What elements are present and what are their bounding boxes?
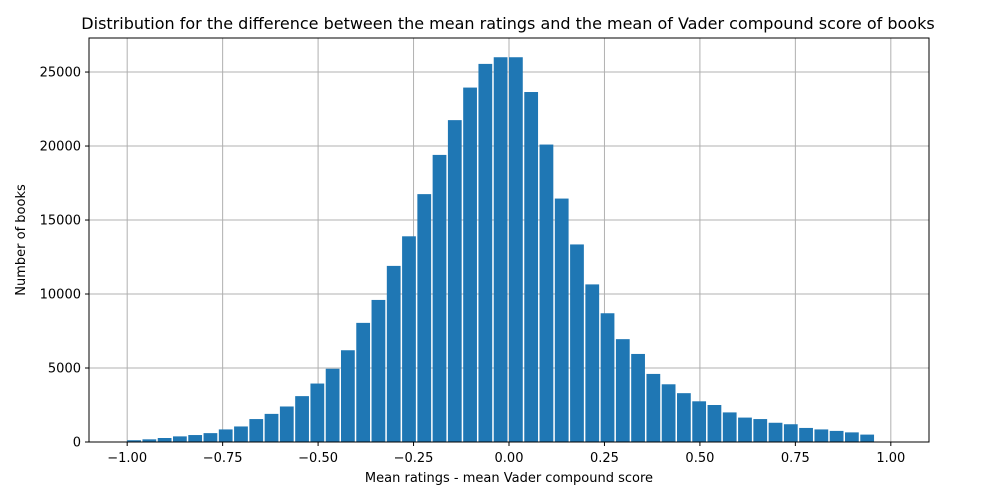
histogram-bar bbox=[203, 433, 218, 442]
chart-title: Distribution for the difference between … bbox=[81, 14, 934, 33]
histogram-bar bbox=[127, 440, 141, 442]
bars bbox=[127, 57, 875, 443]
y-tick-label: 25000 bbox=[40, 66, 81, 81]
histogram-bar bbox=[661, 384, 676, 442]
histogram-bar bbox=[692, 401, 707, 442]
y-tick-label: 15000 bbox=[40, 214, 81, 229]
y-tick-label: 0 bbox=[73, 436, 81, 451]
histogram-bar bbox=[341, 350, 355, 442]
histogram-bar bbox=[738, 417, 752, 442]
histogram-bar bbox=[768, 422, 783, 442]
histogram-bar bbox=[509, 57, 523, 442]
x-tick-label: 1.00 bbox=[876, 451, 905, 466]
histogram-bar bbox=[753, 419, 768, 442]
histogram-bar bbox=[646, 373, 661, 442]
histogram-bar bbox=[631, 353, 645, 442]
histogram-bar bbox=[585, 284, 600, 442]
histogram-bar bbox=[142, 439, 157, 442]
histogram-bar bbox=[493, 57, 508, 442]
histogram-bar bbox=[707, 405, 722, 442]
histogram-bar bbox=[722, 412, 737, 442]
histogram-bar bbox=[173, 436, 187, 442]
histogram-bar bbox=[295, 396, 309, 442]
histogram-bar bbox=[799, 427, 813, 442]
histogram-bar bbox=[814, 429, 829, 442]
x-tick-label: −1.00 bbox=[107, 451, 147, 466]
x-tick-label: 0.75 bbox=[781, 451, 810, 466]
x-tick-label: −0.25 bbox=[394, 451, 434, 466]
histogram-bar bbox=[447, 120, 462, 442]
histogram-bar bbox=[829, 430, 844, 442]
histogram-bar bbox=[600, 313, 615, 442]
histogram-bar bbox=[371, 299, 386, 442]
histogram-bar bbox=[234, 426, 248, 442]
x-axis-label: Mean ratings - mean Vader compound score bbox=[365, 471, 653, 486]
histogram-bar bbox=[188, 435, 203, 442]
histogram-bar bbox=[615, 339, 630, 442]
x-axis-ticks: −1.00 −0.75 −0.50 −0.25 0.00 0.25 0.50 0.75 1.00 bbox=[107, 442, 905, 466]
histogram-bar bbox=[310, 383, 325, 442]
histogram-bar bbox=[279, 406, 294, 442]
histogram-bar bbox=[249, 419, 264, 442]
histogram-bar bbox=[218, 429, 233, 442]
x-tick-label: −0.75 bbox=[203, 451, 243, 466]
y-tick-label: 10000 bbox=[40, 288, 81, 303]
histogram-bar bbox=[264, 413, 279, 442]
histogram-bar bbox=[845, 432, 859, 442]
histogram-bar bbox=[463, 87, 477, 443]
y-tick-label: 20000 bbox=[40, 140, 81, 155]
histogram-bar bbox=[417, 194, 432, 442]
histogram-bar bbox=[524, 92, 539, 442]
y-axis-ticks: 0 5000 10000 15000 20000 25000 bbox=[40, 66, 89, 451]
histogram-bar bbox=[478, 63, 493, 443]
histogram-bar bbox=[860, 434, 875, 442]
x-tick-label: 0.50 bbox=[685, 451, 714, 466]
histogram-bar bbox=[157, 438, 172, 442]
y-tick-label: 5000 bbox=[48, 362, 81, 377]
histogram-bar bbox=[677, 393, 691, 442]
histogram-bar bbox=[539, 144, 554, 443]
histogram-bar bbox=[325, 368, 340, 442]
histogram-bar bbox=[402, 236, 416, 442]
histogram-bar bbox=[554, 198, 569, 442]
histogram-bar bbox=[432, 154, 447, 442]
histogram-bar bbox=[356, 322, 371, 442]
x-tick-label: 0.00 bbox=[495, 451, 524, 466]
histogram-bar bbox=[570, 244, 584, 442]
histogram-bar bbox=[783, 424, 798, 442]
histogram-bar bbox=[386, 265, 401, 442]
y-axis-label: Number of books bbox=[14, 184, 29, 296]
x-tick-label: 0.25 bbox=[590, 451, 619, 466]
x-tick-label: −0.50 bbox=[298, 451, 338, 466]
